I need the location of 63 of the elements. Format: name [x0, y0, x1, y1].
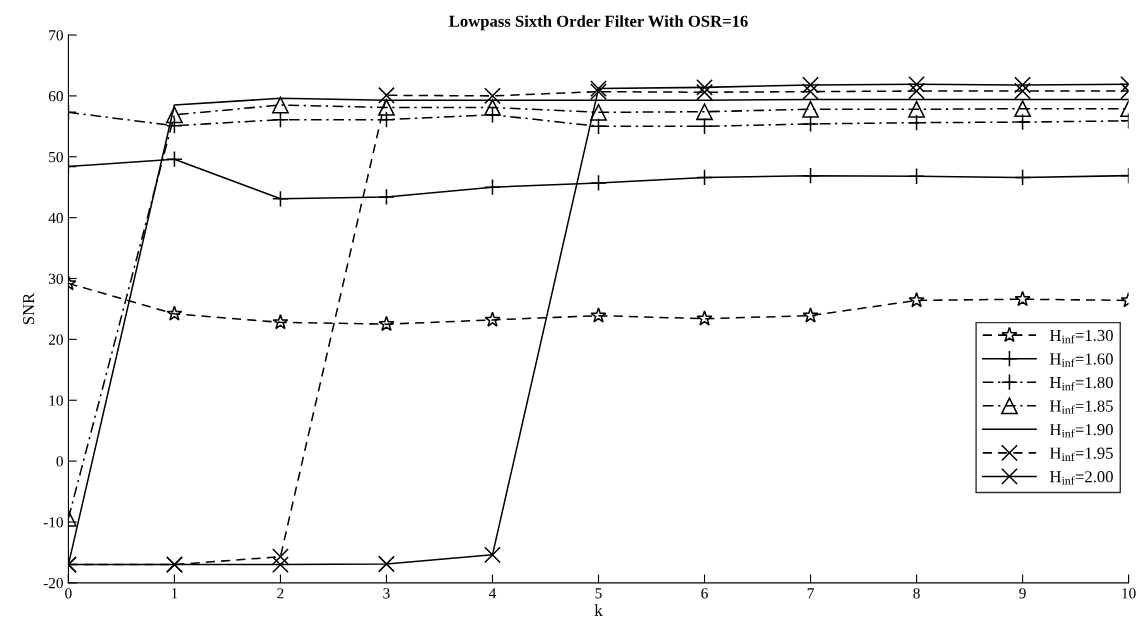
x-tick-label: 9 [1019, 588, 1026, 599]
point [378, 86, 395, 104]
point [484, 87, 501, 105]
y-tick-label: -10 [43, 517, 63, 528]
legend-label: H$_{inf}$=1.90 [1049, 423, 1113, 438]
y-tick-label: 70 [49, 30, 63, 41]
x-tick-label: 6 [701, 588, 708, 599]
x-tick-label: 5 [595, 588, 602, 599]
point [484, 546, 501, 564]
x-tick-label: 3 [383, 588, 390, 599]
point [908, 75, 925, 93]
point [696, 103, 713, 121]
point [166, 106, 183, 124]
point [908, 292, 925, 308]
legend-label: H$_{inf}$=1.60 [1049, 353, 1113, 367]
point [272, 96, 289, 114]
chart-title: Lowpass Sixth Order Filter With OSR=16 [449, 15, 748, 31]
x-tick-label: 7 [807, 588, 814, 599]
x-tick-label: 8 [913, 588, 920, 599]
point [272, 548, 289, 566]
point [166, 305, 183, 321]
x-axis-title: k [594, 604, 603, 616]
y-tick-label: 20 [48, 334, 63, 345]
point [802, 76, 819, 94]
y-tick-label: 50 [49, 151, 63, 163]
point [1014, 76, 1031, 94]
point [1014, 82, 1031, 100]
point [272, 313, 289, 330]
legend-label: H$_{inf}$=1.85 [1049, 400, 1113, 414]
point [696, 78, 713, 96]
point [696, 83, 713, 101]
x-tick-label: 1 [171, 588, 178, 599]
legend-label: H$_{inf}$=1.80 [1049, 376, 1113, 391]
y-tick-label: 30 [48, 273, 63, 284]
point [484, 99, 501, 116]
y-axis-title: SNR [23, 292, 35, 325]
point [1014, 290, 1031, 307]
y-tick-label: 40 [48, 212, 63, 224]
point [590, 307, 607, 323]
point [1014, 100, 1031, 118]
point [590, 103, 607, 121]
legend-label: H$_{inf}$=2.00 [1049, 471, 1113, 485]
legend-label: H$_{inf}$=1.30 [1049, 329, 1113, 344]
point [484, 311, 501, 327]
point [378, 99, 395, 116]
point [802, 307, 819, 323]
x-tick-label: 4 [488, 588, 497, 599]
point [908, 82, 925, 100]
point [908, 100, 925, 118]
point [272, 556, 289, 573]
point [696, 310, 713, 326]
y-tick-label: -20 [43, 578, 63, 589]
y-tick-label: 0 [56, 456, 63, 467]
point [378, 555, 395, 573]
x-tick-label: 10 [1122, 588, 1136, 599]
y-tick-label: 60 [48, 91, 63, 102]
x-tick-label: 2 [277, 588, 284, 599]
x-tick-label: 0 [65, 588, 72, 599]
point [802, 83, 819, 101]
y-tick-label: 10 [49, 395, 63, 406]
point [378, 315, 395, 332]
legend-label: H$_{inf}$=1.95 [1049, 447, 1113, 461]
point [802, 100, 819, 118]
